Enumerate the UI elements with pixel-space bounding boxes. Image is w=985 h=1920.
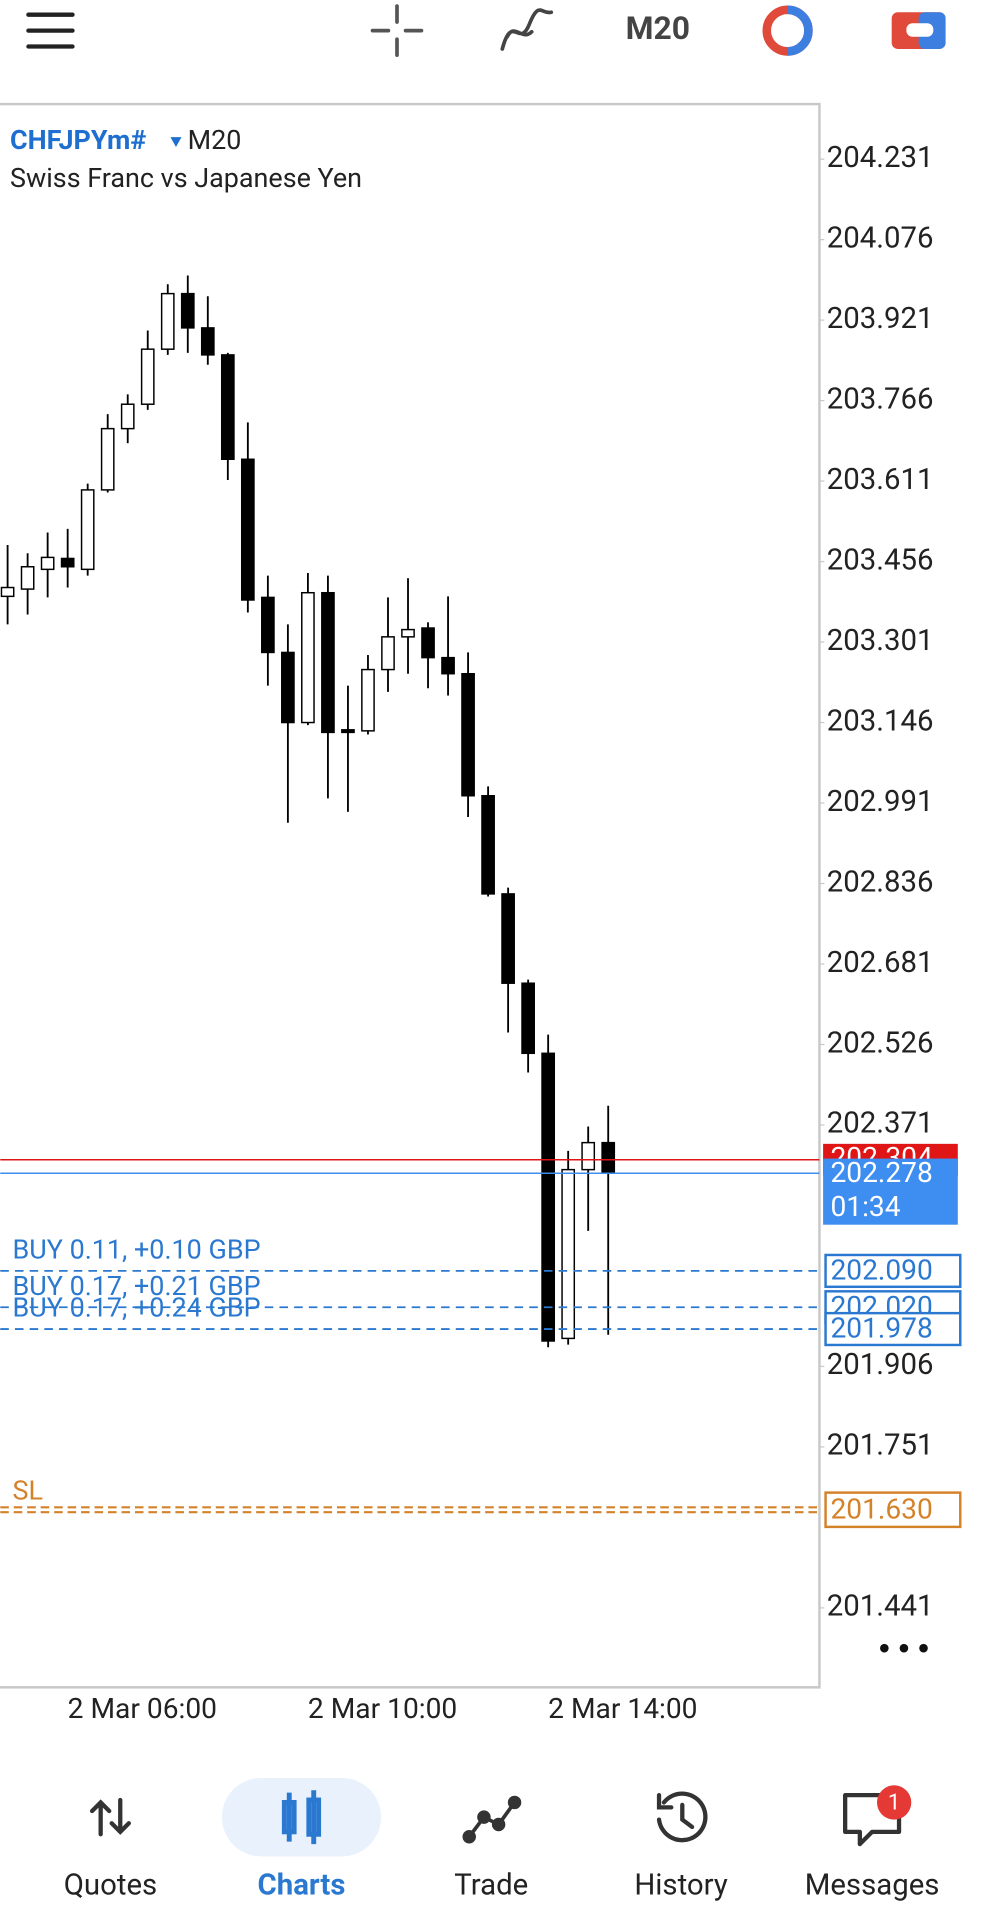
y-tick-label: 203.456	[827, 543, 934, 577]
chart-timeframe: M20	[188, 124, 242, 156]
candle-body	[361, 668, 375, 732]
stop-loss-price: 201.630	[830, 1492, 932, 1525]
candle-body	[401, 628, 415, 638]
position-label[interactable]: BUY 0.17, +0.24 GBP	[13, 1292, 261, 1324]
candle-body	[220, 354, 235, 460]
y-tick-label: 203.766	[827, 382, 934, 416]
x-tick-label: 2 Mar 14:00	[548, 1692, 697, 1725]
candle-body	[501, 893, 515, 984]
candle-body	[120, 403, 135, 430]
trade-button[interactable]	[762, 5, 813, 56]
candle-body	[561, 1168, 576, 1340]
candle-body	[140, 348, 155, 405]
candle-body	[60, 557, 75, 568]
candle-body	[341, 729, 355, 734]
nav-item[interactable]: Charts	[258, 1869, 346, 1903]
candle-body	[541, 1052, 556, 1342]
candle-body	[160, 292, 175, 350]
position-price: 202.090	[830, 1254, 932, 1287]
nav-item[interactable]: Quotes	[64, 1869, 158, 1903]
candle-body	[261, 596, 275, 654]
candle-body	[20, 566, 35, 590]
candle-body	[301, 591, 315, 724]
candle-body	[281, 651, 295, 724]
y-tick-label: 201.441	[827, 1590, 934, 1624]
stop-loss-price-box	[824, 1491, 962, 1529]
history-icon	[656, 1791, 708, 1843]
candle-body	[581, 1141, 596, 1171]
x-tick-label: 2 Mar 06:00	[68, 1692, 217, 1725]
position-label[interactable]: BUY 0.11, +0.10 GBP	[13, 1233, 261, 1265]
y-tick-label: 202.991	[827, 785, 934, 819]
symbol-title[interactable]: CHFJPYm#	[10, 124, 146, 156]
account-button[interactable]	[891, 12, 946, 49]
y-tick-label: 203.301	[827, 624, 934, 658]
candle-body	[461, 672, 475, 797]
candle-body	[200, 327, 215, 356]
candle-body	[441, 656, 455, 675]
position-label[interactable]: BUY 0.17, +0.21 GBP	[13, 1270, 261, 1302]
candle-body	[0, 586, 15, 598]
bid-price-box	[823, 1158, 958, 1225]
candle-body	[180, 292, 195, 329]
badge	[876, 1785, 912, 1820]
crosshair-button[interactable]	[370, 4, 424, 57]
menu-button[interactable]	[26, 12, 75, 49]
candle-body	[381, 636, 395, 671]
nav-active-pill	[221, 1777, 382, 1857]
trade-icon	[462, 1795, 522, 1844]
more-button[interactable]	[880, 1643, 928, 1653]
candle-body	[240, 458, 255, 601]
candle-body	[321, 591, 335, 734]
y-tick-label: 203.146	[827, 704, 934, 738]
y-tick-label: 203.611	[827, 463, 934, 497]
timeframe-button[interactable]: M20	[626, 9, 690, 47]
position-price: 201.978	[830, 1312, 932, 1345]
nav-item[interactable]: Messages	[805, 1869, 940, 1903]
stop-loss-label[interactable]: SL	[13, 1475, 43, 1507]
charts-icon	[281, 1790, 322, 1845]
position-price-box	[824, 1253, 962, 1289]
y-tick-label: 202.836	[827, 865, 934, 899]
position-price-box	[824, 1311, 962, 1347]
symbol-dropdown[interactable]	[170, 137, 182, 147]
y-tick-label: 204.076	[827, 221, 934, 255]
candle-body	[40, 556, 55, 571]
badge-count: 1	[888, 1791, 900, 1816]
candle-body	[421, 627, 435, 659]
nav-item[interactable]: History	[634, 1869, 728, 1903]
candle-body	[100, 427, 115, 491]
x-tick-label: 2 Mar 10:00	[308, 1692, 457, 1725]
y-tick-label: 204.231	[827, 141, 934, 175]
toolbar	[26, 4, 554, 57]
chart-subtitle: Swiss Franc vs Japanese Yen	[10, 162, 362, 194]
y-tick-label: 203.921	[827, 302, 934, 336]
y-tick-label: 202.526	[827, 1026, 934, 1060]
indicators-button[interactable]	[500, 8, 554, 51]
bid-price: 202.278	[830, 1156, 932, 1189]
bar-timer: 01:34	[830, 1190, 900, 1223]
y-tick-label: 202.681	[827, 946, 934, 980]
chart-frame	[0, 102, 821, 1689]
y-tick-label: 201.751	[827, 1429, 934, 1463]
candle-body	[521, 982, 535, 1055]
candle-body	[80, 489, 95, 571]
y-tick-label: 201.906	[827, 1348, 934, 1382]
candle-body	[601, 1141, 616, 1175]
nav-item[interactable]: Trade	[454, 1869, 528, 1903]
y-tick-label: 202.371	[827, 1107, 934, 1141]
candle-body	[481, 795, 495, 895]
quotes-icon	[89, 1797, 131, 1837]
